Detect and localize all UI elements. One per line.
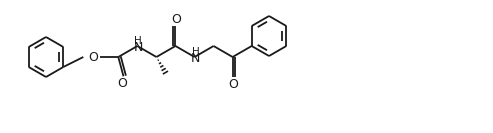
Text: N: N (134, 41, 143, 53)
Text: H: H (192, 47, 199, 57)
Text: O: O (88, 51, 98, 63)
Text: H: H (135, 36, 142, 46)
Text: O: O (229, 78, 239, 90)
Text: O: O (117, 77, 127, 90)
Text: O: O (172, 13, 181, 26)
Text: N: N (191, 51, 200, 65)
